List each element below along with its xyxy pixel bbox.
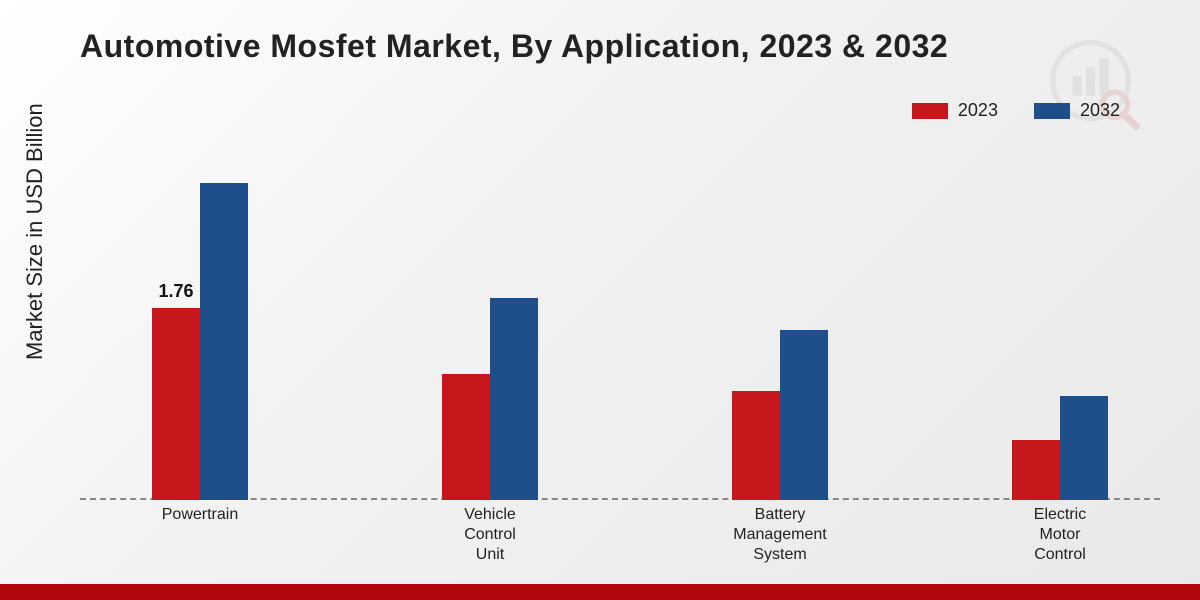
- legend-swatch-2032: [1034, 103, 1070, 119]
- bar-2032-1: [490, 298, 538, 500]
- legend-swatch-2023: [912, 103, 948, 119]
- bar-2023-3: [1012, 440, 1060, 500]
- bar-2023-1: [442, 374, 490, 500]
- x-axis-category-label: ElectricMotorControl: [980, 505, 1140, 565]
- footer-accent-bar: [0, 584, 1200, 600]
- legend-label-2032: 2032: [1080, 100, 1120, 121]
- bar-2032-2: [780, 330, 828, 500]
- x-axis-labels: Powertrain VehicleControlUnit BatteryManag…: [80, 505, 1160, 575]
- bar-group: [732, 330, 852, 500]
- bar-2032-3: [1060, 396, 1108, 500]
- bar-group: [1012, 396, 1132, 500]
- bar-2032-0: [200, 183, 248, 500]
- chart-title: Automotive Mosfet Market, By Application…: [80, 28, 948, 65]
- legend-item-2023: 2023: [912, 100, 998, 121]
- bar-2023-0: [152, 308, 200, 501]
- bar-group: [152, 183, 272, 500]
- legend-label-2023: 2023: [958, 100, 998, 121]
- bar-2023-2: [732, 391, 780, 500]
- chart-page: Automotive Mosfet Market, By Application…: [0, 0, 1200, 600]
- x-axis-category-label: BatteryManagementSystem: [700, 505, 860, 565]
- plot-area: 1.76: [80, 150, 1160, 500]
- bar-group: [442, 298, 562, 500]
- y-axis-label: Market Size in USD Billion: [22, 103, 48, 360]
- chart-legend: 2023 2032: [912, 100, 1120, 121]
- x-axis-category-label: Powertrain: [120, 505, 280, 525]
- bar-value-label: 1.76: [146, 281, 206, 302]
- legend-item-2032: 2032: [1034, 100, 1120, 121]
- x-axis-category-label: VehicleControlUnit: [410, 505, 570, 565]
